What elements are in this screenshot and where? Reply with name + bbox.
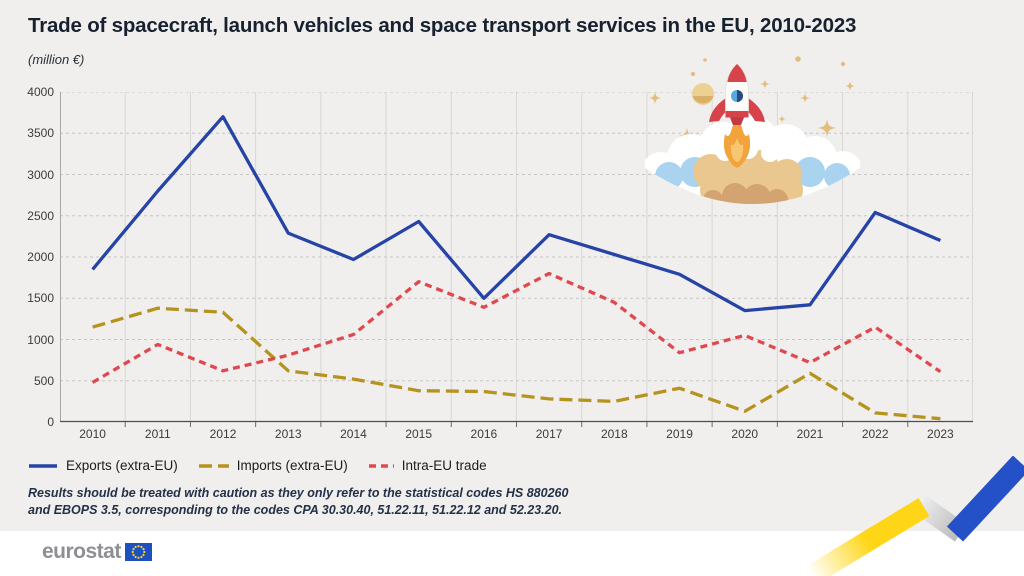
y-axis-tick-label: 1500 — [27, 291, 54, 306]
y-axis-tick-label: 4000 — [27, 85, 54, 99]
y-axis-tick-label: 3500 — [27, 126, 54, 141]
x-axis-tick-label: 2020 — [731, 427, 759, 441]
x-axis-tick-label: 2012 — [209, 427, 237, 441]
infographic-canvas: Trade of spacecraft, launch vehicles and… — [0, 0, 1024, 531]
x-axis-tick-label: 2015 — [405, 427, 433, 441]
legend-label-exports: Exports (extra-EU) — [66, 458, 178, 473]
x-axis-tick-label: 2019 — [666, 427, 693, 441]
rocket-flame-icon — [723, 116, 751, 168]
rocket-launch-illustration — [645, 56, 860, 204]
x-axis-tick-label: 2010 — [79, 427, 106, 441]
planet-icon — [692, 83, 714, 105]
x-axis-tick-label: 2014 — [340, 427, 367, 441]
legend-item-intra-eu: Intra-EU trade — [368, 458, 487, 473]
line-chart — [60, 92, 973, 427]
x-axis-tick-label: 2016 — [470, 427, 498, 441]
footnote-line-2: and EBOPS 3.5, corresponding to the code… — [28, 503, 563, 517]
chart-legend: Exports (extra-EU) Imports (extra-EU) In… — [28, 458, 487, 473]
x-axis-tick-label: 2022 — [861, 427, 889, 441]
x-axis-tick-label: 2018 — [600, 427, 628, 441]
y-axis-tick-label: 2000 — [27, 250, 54, 264]
rocket-icon — [709, 63, 765, 125]
legend-item-exports: Exports (extra-EU) — [28, 458, 178, 473]
y-axis-tick-label: 500 — [33, 373, 54, 388]
page-title: Trade of spacecraft, launch vehicles and… — [28, 14, 857, 37]
y-axis-tick-label: 3000 — [27, 167, 54, 182]
x-axis-tick-label: 2017 — [535, 427, 563, 441]
trend-ribbon-decoration — [806, 456, 1024, 576]
x-axis-tick-label: 2021 — [796, 427, 824, 441]
y-axis-tick-label: 0 — [47, 415, 54, 429]
eurostat-logo: eurostat — [42, 540, 152, 564]
chart-unit-subtitle: (million €) — [28, 52, 85, 67]
y-axis-tick-label: 1000 — [27, 332, 54, 347]
legend-line-swatch-imports — [198, 463, 229, 468]
legend-line-swatch-intra-eu — [368, 463, 394, 468]
y-axis-tick-label: 2500 — [27, 208, 54, 223]
legend-label-intra-eu: Intra-EU trade — [401, 458, 487, 473]
eu-flag-stars — [131, 545, 146, 559]
x-axis-tick-label: 2023 — [927, 427, 954, 441]
legend-line-swatch-exports — [29, 463, 57, 468]
legend-label-imports: Imports (extra-EU) — [236, 458, 348, 473]
y-axis-labels: 0 500 1000 1500 2000 2500 3000 3500 4000 — [0, 85, 54, 429]
x-axis-tick-label: 2013 — [274, 427, 302, 441]
x-axis-labels: 2010 2011 2012 2013 2014 2015 2016 2017 2018 2019… — [60, 427, 973, 443]
chart-footnote: Results should be treated with caution a… — [28, 485, 568, 519]
eu-flag-icon — [124, 543, 152, 561]
legend-item-imports: Imports (extra-EU) — [198, 458, 348, 473]
x-axis-tick-label: 2011 — [144, 427, 171, 441]
footnote-line-1: Results should be treated with caution a… — [28, 486, 569, 500]
eurostat-logo-text: eurostat — [42, 540, 121, 563]
